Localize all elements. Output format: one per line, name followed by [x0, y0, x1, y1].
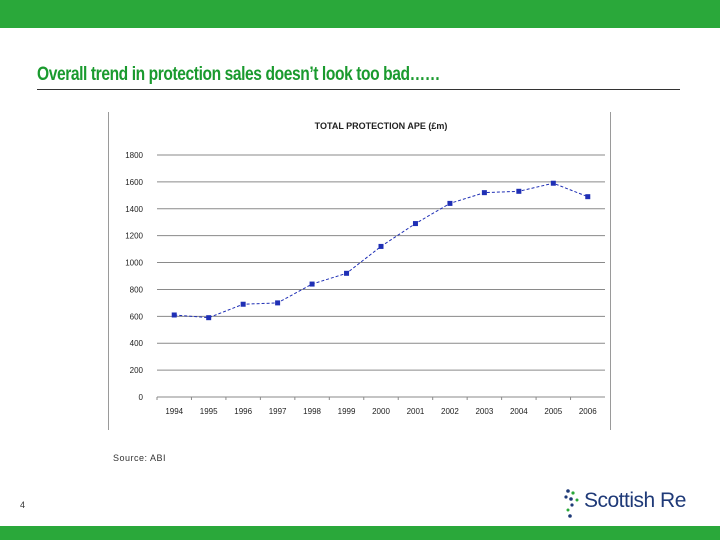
y-tick-label: 1800	[125, 151, 143, 160]
source-note: Source: ABI	[113, 453, 167, 463]
y-tick-label: 1600	[125, 178, 143, 187]
data-point	[550, 180, 556, 186]
logo-text: Scottish Re	[584, 489, 686, 512]
data-point	[344, 270, 350, 276]
y-tick-label: 1400	[125, 205, 143, 214]
data-point	[378, 243, 384, 249]
y-tick-label: 1000	[125, 259, 143, 268]
bottom-accent-bar	[0, 526, 720, 540]
y-tick-label: 800	[130, 285, 144, 294]
x-tick-label: 2004	[510, 407, 528, 416]
page-number: 4	[20, 500, 26, 510]
y-tick-label: 600	[130, 312, 144, 321]
series-line	[174, 182, 588, 319]
y-tick-label: 0	[139, 393, 144, 402]
x-tick-label: 1996	[234, 407, 252, 416]
chart-title: TOTAL PROTECTION APE (£m)	[315, 121, 448, 131]
data-point	[240, 301, 246, 307]
data-point	[275, 300, 281, 306]
y-tick-label: 1200	[125, 232, 143, 241]
x-tick-label: 1997	[269, 407, 287, 416]
data-point	[412, 221, 418, 227]
y-tick-label: 200	[130, 366, 144, 375]
logo-dots-icon	[564, 489, 579, 518]
top-accent-bar	[0, 0, 720, 28]
x-tick-label: 2002	[441, 407, 459, 416]
data-point	[481, 190, 487, 196]
data-point	[585, 194, 591, 200]
x-tick-label: 2001	[407, 407, 425, 416]
x-tick-label: 2003	[475, 407, 493, 416]
x-tick-label: 1999	[338, 407, 356, 416]
title-underline	[37, 89, 680, 90]
x-tick-label: 2006	[579, 407, 597, 416]
x-tick-label: 2005	[544, 407, 562, 416]
data-point	[171, 312, 177, 318]
data-point	[309, 281, 315, 287]
x-tick-label: 1995	[200, 407, 218, 416]
y-tick-label: 400	[130, 339, 144, 348]
x-tick-label: 1994	[165, 407, 183, 416]
data-point	[516, 188, 522, 194]
scottish-re-logo: Scottish Re	[562, 487, 692, 519]
x-tick-label: 1998	[303, 407, 321, 416]
slide-title: Overall trend in protection sales doesn’…	[37, 64, 440, 85]
data-point	[206, 315, 212, 321]
chart-frame: TOTAL PROTECTION APE (£m) 0 200 400 600 800 10…	[108, 112, 611, 430]
line-chart: TOTAL PROTECTION APE (£m) 0 200 400 600 800 10…	[125, 121, 605, 416]
x-tick-label: 2000	[372, 407, 390, 416]
data-point	[447, 200, 453, 206]
